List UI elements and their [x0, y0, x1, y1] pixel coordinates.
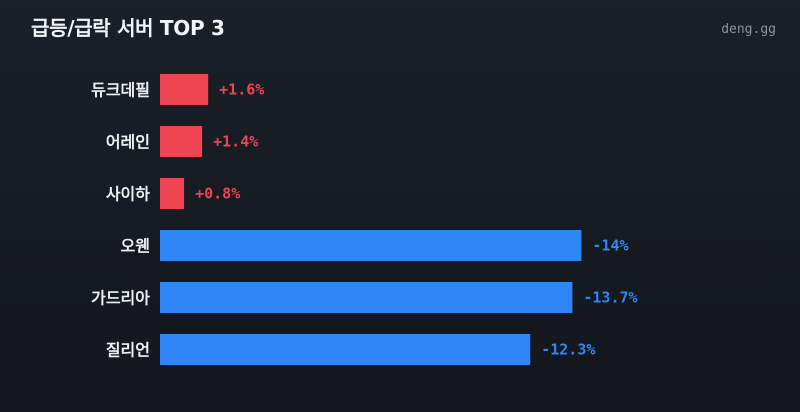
brand-watermark: deng.gg — [721, 22, 776, 37]
bar — [160, 74, 209, 105]
category-label: 어레인 — [106, 133, 150, 152]
value-label: +0.8% — [195, 185, 240, 203]
value-label: -14% — [592, 237, 628, 255]
chart-title: 급등/급락 서버 TOP 3 — [31, 16, 225, 40]
value-label: +1.6% — [219, 81, 264, 99]
value-label: -12.3% — [541, 341, 595, 359]
category-label: 듀크데필 — [91, 81, 150, 100]
bar — [160, 178, 185, 209]
category-label: 사이하 — [106, 185, 150, 204]
category-label: 질리언 — [106, 341, 150, 360]
category-label: 오웬 — [121, 237, 150, 256]
value-label: -13.7% — [583, 289, 637, 307]
category-label: 가드리아 — [91, 289, 150, 308]
bar — [160, 334, 531, 365]
bar — [160, 230, 582, 261]
value-label: +1.4% — [213, 133, 258, 151]
bar — [160, 282, 573, 313]
bar — [160, 126, 203, 157]
